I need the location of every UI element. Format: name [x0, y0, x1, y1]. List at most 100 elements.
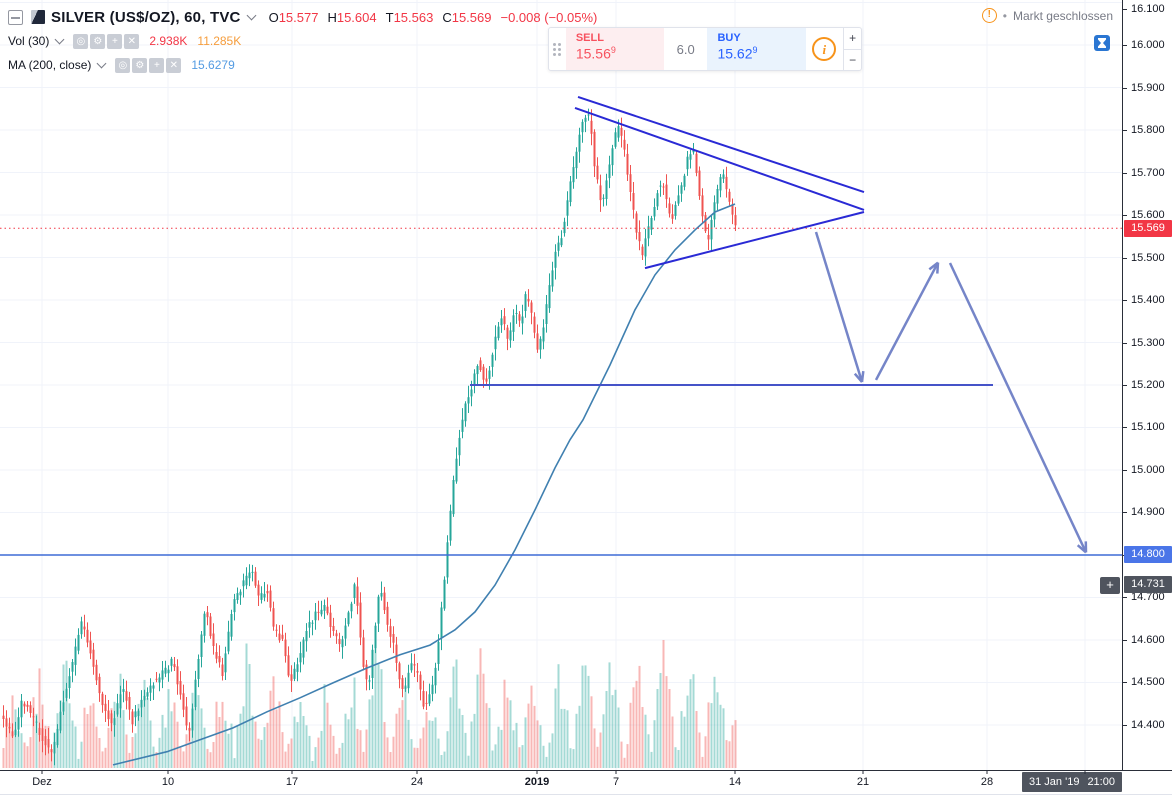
price-axis-tick [1123, 88, 1127, 89]
sell-label: SELL [575, 32, 604, 44]
change-value: −0.008 (−0.05%) [500, 9, 598, 25]
price-axis-label: 16.000 [1131, 39, 1165, 51]
chart-plot[interactable] [0, 0, 1122, 770]
chart-canvas[interactable] [0, 0, 1122, 770]
price-axis-tick [1123, 45, 1127, 46]
price-axis-tick [1123, 682, 1127, 683]
collapse-panel-button[interactable] [8, 9, 23, 25]
projection-arrow-down-1[interactable] [814, 231, 864, 383]
projection-arrow-down-1-head [860, 370, 865, 383]
increase-button[interactable]: + [844, 28, 861, 50]
info-button[interactable]: i [806, 28, 844, 70]
sell-price: 15.569 [575, 45, 616, 62]
time-axis-label: Dez [32, 776, 52, 788]
price-axis-label: 14.700 [1131, 591, 1165, 603]
decrease-button[interactable]: − [849, 52, 857, 67]
volume-indicator-label[interactable]: Vol (30) [8, 34, 50, 48]
sell-button[interactable]: SELL 15.569 [565, 28, 664, 70]
volume-visibility-icon[interactable]: ◎ [73, 33, 89, 49]
price-axis-label: 15.400 [1131, 294, 1165, 306]
price-axis[interactable]: 14.400 14.500 14.600 14.700 14.800 14.900 15.0… [1122, 0, 1172, 770]
buy-label: BUY [717, 32, 741, 44]
volume-add-icon[interactable]: + [107, 33, 123, 49]
symbol-row: SILVER (US$/OZ), 60, TVC O15.577 H15.604 T… [8, 6, 597, 28]
buy-button[interactable]: BUY 15.629 [707, 28, 806, 70]
current-price-badge: 15.569 [1124, 220, 1172, 237]
volume-indicator-row: Vol (30) ◎ ⚙ + ✕ 2.938K 11.285K [8, 30, 597, 52]
price-axis-tick [1123, 173, 1127, 174]
price-axis-label: 15.800 [1131, 124, 1165, 136]
ohlc-item: C15.569 [442, 9, 492, 25]
price-axis-label: 14.400 [1131, 719, 1165, 731]
drag-handle[interactable] [549, 28, 566, 70]
price-axis-tick [1123, 258, 1127, 259]
triangle-upper-trendline-2[interactable] [574, 106, 865, 211]
chevron-down-icon[interactable] [246, 10, 257, 21]
time-axis-tick [536, 770, 538, 774]
time-axis-tick [615, 770, 617, 774]
price-axis-tick [1123, 130, 1127, 131]
time-axis-label: 10 [161, 776, 175, 788]
time-axis-label: 7 [612, 776, 620, 788]
countdown-badge: 14.731 [1124, 576, 1172, 593]
time-axis-tick [1084, 770, 1086, 774]
price-axis-tick [1123, 640, 1127, 641]
time-axis-tick [986, 770, 988, 774]
volume-layer [2, 640, 737, 768]
volume-value: 2.938K [149, 34, 188, 48]
chevron-down-icon[interactable] [54, 34, 65, 45]
ma-delete-icon[interactable]: ✕ [166, 57, 182, 73]
price-axis-label: 14.900 [1131, 506, 1165, 518]
price-axis-tick [1123, 385, 1127, 386]
time-axis-label: 2019 [524, 776, 550, 788]
ma-visibility-icon[interactable]: ◎ [115, 57, 131, 73]
projection-arrow-down-1-head [853, 372, 863, 383]
price-axis-label: 15.100 [1131, 421, 1165, 433]
line-price-badge: 14.800 [1124, 546, 1172, 563]
ohlc-values: O15.577 H15.604 T15.563 C15.569 −0.008 (−0.0… [269, 10, 598, 25]
status-dot: • [1002, 8, 1007, 23]
volume-settings-icon[interactable]: ⚙ [90, 33, 106, 49]
info-icon: i [812, 37, 837, 61]
price-axis-label: 15.500 [1131, 252, 1165, 264]
time-axis-tick [291, 770, 293, 774]
add-order-button[interactable]: + [1100, 577, 1120, 594]
price-axis-tick [1123, 427, 1127, 428]
hourglass-icon[interactable] [1094, 35, 1110, 51]
axis-separator [0, 794, 1172, 795]
market-status-text: Markt geschlossen [1012, 8, 1113, 23]
time-axis-tick [41, 770, 43, 774]
volume-indicator-controls: ◎ ⚙ + ✕ [73, 33, 140, 49]
projection-arrow-up[interactable] [874, 262, 940, 381]
price-axis-label: 14.500 [1131, 676, 1165, 688]
order-panel: SELL 15.569 6.0 BUY 15.629 i + − [548, 27, 862, 71]
ma-indicator-row: MA (200, close) ◎ ⚙ + ✕ 15.6279 [8, 54, 597, 76]
price-axis-tick [1123, 215, 1127, 216]
time-axis[interactable]: 31 Jan '19 21:00 Dez 10 17 24 2019 7 14 21 28 [0, 770, 1172, 797]
projection-arrow-down-2-head [1076, 544, 1087, 554]
symbol-logo-icon [31, 10, 45, 24]
quantity-stepper: + − [843, 28, 861, 70]
ohlc-item: T15.563 [385, 9, 434, 25]
ma-settings-icon[interactable]: ⚙ [132, 57, 148, 73]
warning-icon[interactable]: ! [981, 8, 997, 23]
ma-add-icon[interactable]: + [149, 57, 165, 73]
triangle-upper-trendline-1[interactable] [577, 95, 865, 194]
chevron-down-icon[interactable] [96, 58, 107, 69]
ma-200-line[interactable] [112, 203, 736, 766]
time-axis-tick [416, 770, 418, 774]
time-axis-tick [862, 770, 864, 774]
volume-delete-icon[interactable]: ✕ [124, 33, 140, 49]
projection-arrow-up-head [928, 261, 939, 271]
time-axis-tick [734, 770, 736, 774]
spread-value: 6.0 [676, 41, 695, 57]
symbol-title[interactable]: SILVER (US$/OZ), 60, TVC [51, 8, 241, 26]
ma-indicator-label[interactable]: MA (200, close) [8, 58, 92, 72]
time-axis-label: 17 [285, 776, 299, 788]
legend: SILVER (US$/OZ), 60, TVC O15.577 H15.604 T… [8, 6, 597, 78]
ma-indicator-controls: ◎ ⚙ + ✕ [115, 57, 182, 73]
last-bar-time: 21:00 [1087, 776, 1115, 788]
projection-arrow-down-2[interactable] [948, 262, 1088, 553]
time-axis-label: 24 [410, 776, 424, 788]
triangle-lower-trendline[interactable] [644, 211, 865, 270]
